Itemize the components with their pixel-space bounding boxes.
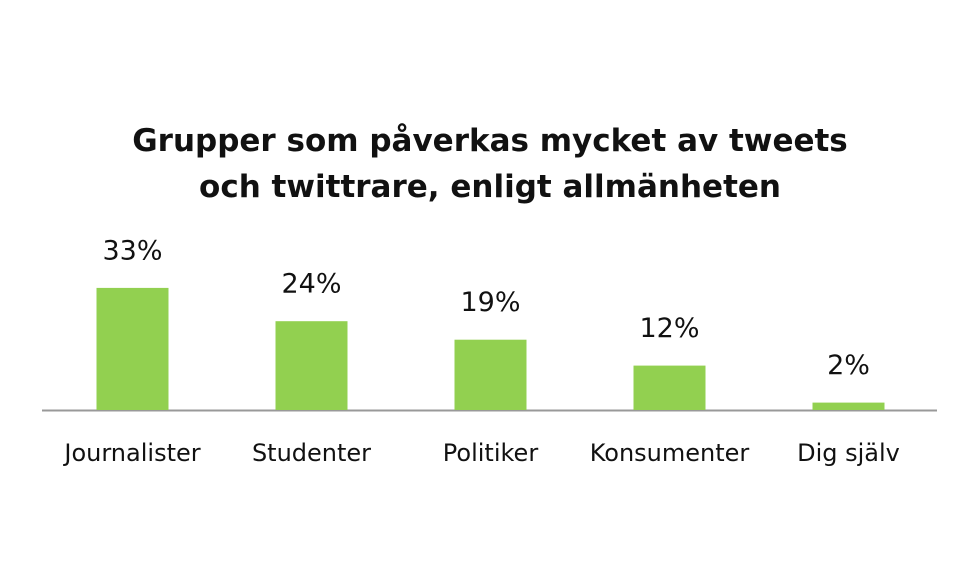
value-label: 19% bbox=[460, 287, 520, 318]
value-label: 2% bbox=[827, 350, 870, 381]
x-tick-label: Studenter bbox=[252, 439, 371, 467]
bar bbox=[454, 339, 527, 410]
value-label: 24% bbox=[281, 269, 341, 300]
x-tick-label: Dig själv bbox=[797, 439, 900, 467]
x-tick-label: Journalister bbox=[62, 439, 200, 467]
bar bbox=[812, 402, 885, 410]
bar bbox=[633, 365, 706, 410]
chart-title: Grupper som påverkas mycket av tweets oc… bbox=[132, 123, 848, 205]
x-tick-label: Konsumenter bbox=[590, 439, 750, 467]
x-tick-label: Politiker bbox=[443, 439, 539, 467]
bar bbox=[96, 287, 169, 410]
value-label: 33% bbox=[102, 235, 162, 266]
value-label: 12% bbox=[639, 313, 699, 344]
bar bbox=[275, 321, 348, 410]
